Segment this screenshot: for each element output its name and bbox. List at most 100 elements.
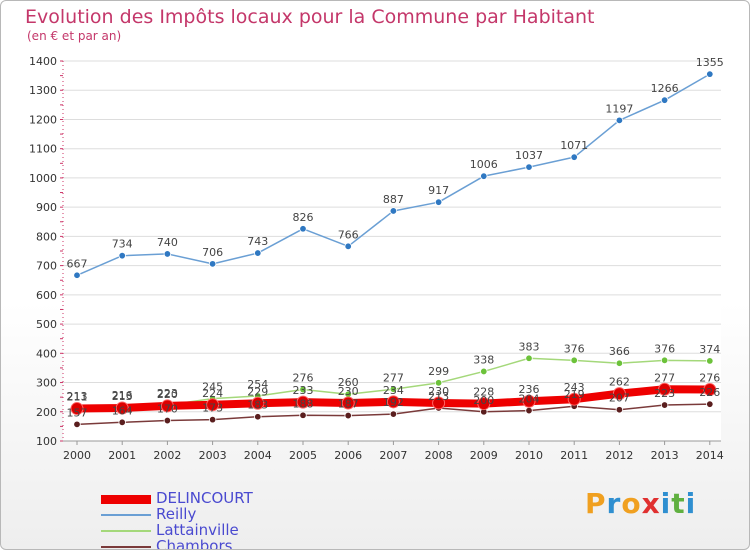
x-tick-label: 2010 — [515, 449, 543, 462]
plot-area — [63, 61, 721, 441]
data-label-reilly: 667 — [67, 257, 88, 270]
data-point-delincourt — [386, 395, 400, 409]
x-tick-label: 2007 — [379, 449, 407, 462]
legend-swatch-lattainville — [101, 530, 151, 532]
data-label-delincourt: 220 — [157, 388, 178, 401]
data-label-delincourt: 236 — [519, 383, 540, 396]
data-point-delincourt — [296, 395, 310, 409]
data-label-chambors: 192 — [383, 396, 404, 409]
y-tick-label: 700 — [36, 260, 57, 273]
data-label-delincourt: 230 — [428, 385, 449, 398]
data-label-delincourt: 233 — [293, 384, 314, 397]
data-label-reilly: 743 — [247, 235, 268, 248]
data-label-delincourt: 243 — [564, 381, 585, 394]
data-label-reilly: 1355 — [696, 56, 724, 69]
data-label-delincourt: 230 — [338, 385, 359, 398]
data-label-chambors: 170 — [157, 403, 178, 416]
data-label-reilly: 734 — [112, 238, 133, 251]
data-point-chambors — [299, 411, 307, 419]
y-tick-label: 500 — [36, 318, 57, 331]
x-tick-label: 2012 — [605, 449, 633, 462]
data-label-delincourt: 224 — [202, 387, 223, 400]
data-label-chambors: 173 — [202, 402, 223, 415]
x-tick-label: 2008 — [425, 449, 453, 462]
data-label-reilly: 706 — [202, 246, 223, 259]
data-point-reilly — [389, 207, 398, 215]
data-point-reilly — [434, 198, 443, 206]
data-label-chambors: 226 — [699, 386, 720, 399]
y-tick-label: 400 — [36, 347, 57, 360]
x-tick-label: 2002 — [153, 449, 181, 462]
data-point-delincourt — [703, 383, 717, 397]
data-label-reilly: 1006 — [470, 158, 498, 171]
data-label-chambors: 164 — [112, 404, 133, 417]
data-label-reilly: 1197 — [605, 102, 633, 115]
data-point-chambors — [254, 413, 262, 421]
logo-letter: x — [641, 487, 661, 520]
data-point-lattainville — [615, 359, 624, 367]
data-point-chambors — [525, 406, 533, 415]
data-label-lattainville: 299 — [428, 365, 449, 378]
data-point-reilly — [299, 225, 307, 233]
data-label-reilly: 1266 — [651, 82, 679, 95]
data-point-reilly — [73, 271, 81, 279]
data-label-chambors: 207 — [609, 392, 630, 405]
data-point-chambors — [344, 411, 352, 420]
y-tick-label: 200 — [36, 406, 57, 419]
data-label-lattainville: 254 — [247, 378, 268, 391]
data-label-lattainville: 276 — [293, 372, 314, 385]
data-point-reilly — [254, 249, 262, 257]
data-label-delincourt: 276 — [699, 372, 720, 385]
data-point-chambors — [208, 415, 217, 424]
x-tick-label: 2014 — [696, 449, 724, 462]
data-label-lattainville: 213 — [67, 390, 88, 403]
y-tick-label: 1300 — [29, 84, 57, 97]
data-point-reilly — [615, 116, 624, 125]
data-point-reilly — [570, 153, 578, 161]
data-label-delincourt: 229 — [247, 385, 268, 398]
data-point-delincourt — [612, 387, 626, 401]
data-label-lattainville: 376 — [564, 342, 585, 355]
data-label-delincourt: 262 — [609, 376, 630, 389]
x-tick-label: 2005 — [289, 449, 317, 462]
data-point-reilly — [480, 172, 488, 180]
data-point-reilly — [344, 242, 352, 251]
logo-letter: t — [671, 487, 686, 520]
data-point-chambors — [706, 400, 714, 408]
data-label-reilly: 1071 — [560, 139, 588, 152]
logo-letter: r — [606, 487, 622, 520]
data-point-delincourt — [432, 396, 446, 410]
x-tick-label: 2003 — [199, 449, 227, 462]
y-tick-label: 900 — [36, 201, 57, 214]
data-label-delincourt: 213 — [112, 390, 133, 403]
data-label-lattainville: 374 — [699, 343, 720, 356]
y-tick-label: 100 — [36, 435, 57, 448]
data-point-lattainville — [525, 354, 533, 362]
data-point-chambors — [389, 410, 398, 418]
data-point-reilly — [118, 251, 126, 260]
data-point-lattainville — [570, 356, 578, 365]
y-tick-label: 800 — [36, 230, 57, 243]
logo-letter: i — [685, 487, 697, 520]
data-point-chambors — [73, 420, 81, 429]
legend-swatch-chambors — [101, 546, 151, 548]
data-point-reilly — [525, 163, 533, 171]
x-tick-label: 2001 — [108, 449, 136, 462]
data-point-reilly — [163, 250, 172, 258]
data-point-lattainville — [389, 385, 398, 393]
logo-letter: P — [585, 487, 607, 520]
x-tick-label: 2013 — [651, 449, 679, 462]
data-point-lattainville — [299, 385, 307, 394]
legend-label-chambors: Chambors — [156, 537, 233, 550]
data-point-reilly — [660, 96, 669, 104]
data-label-lattainville: 216 — [112, 389, 133, 402]
y-tick-label: 1100 — [29, 143, 57, 156]
x-tick-label: 2000 — [63, 449, 91, 462]
data-label-delincourt: 211 — [67, 391, 88, 404]
data-point-delincourt — [567, 392, 581, 406]
data-point-delincourt — [206, 398, 220, 412]
data-label-reilly: 917 — [428, 184, 449, 197]
data-label-delincourt: 277 — [654, 371, 675, 384]
data-label-chambors: 213 — [428, 390, 449, 403]
